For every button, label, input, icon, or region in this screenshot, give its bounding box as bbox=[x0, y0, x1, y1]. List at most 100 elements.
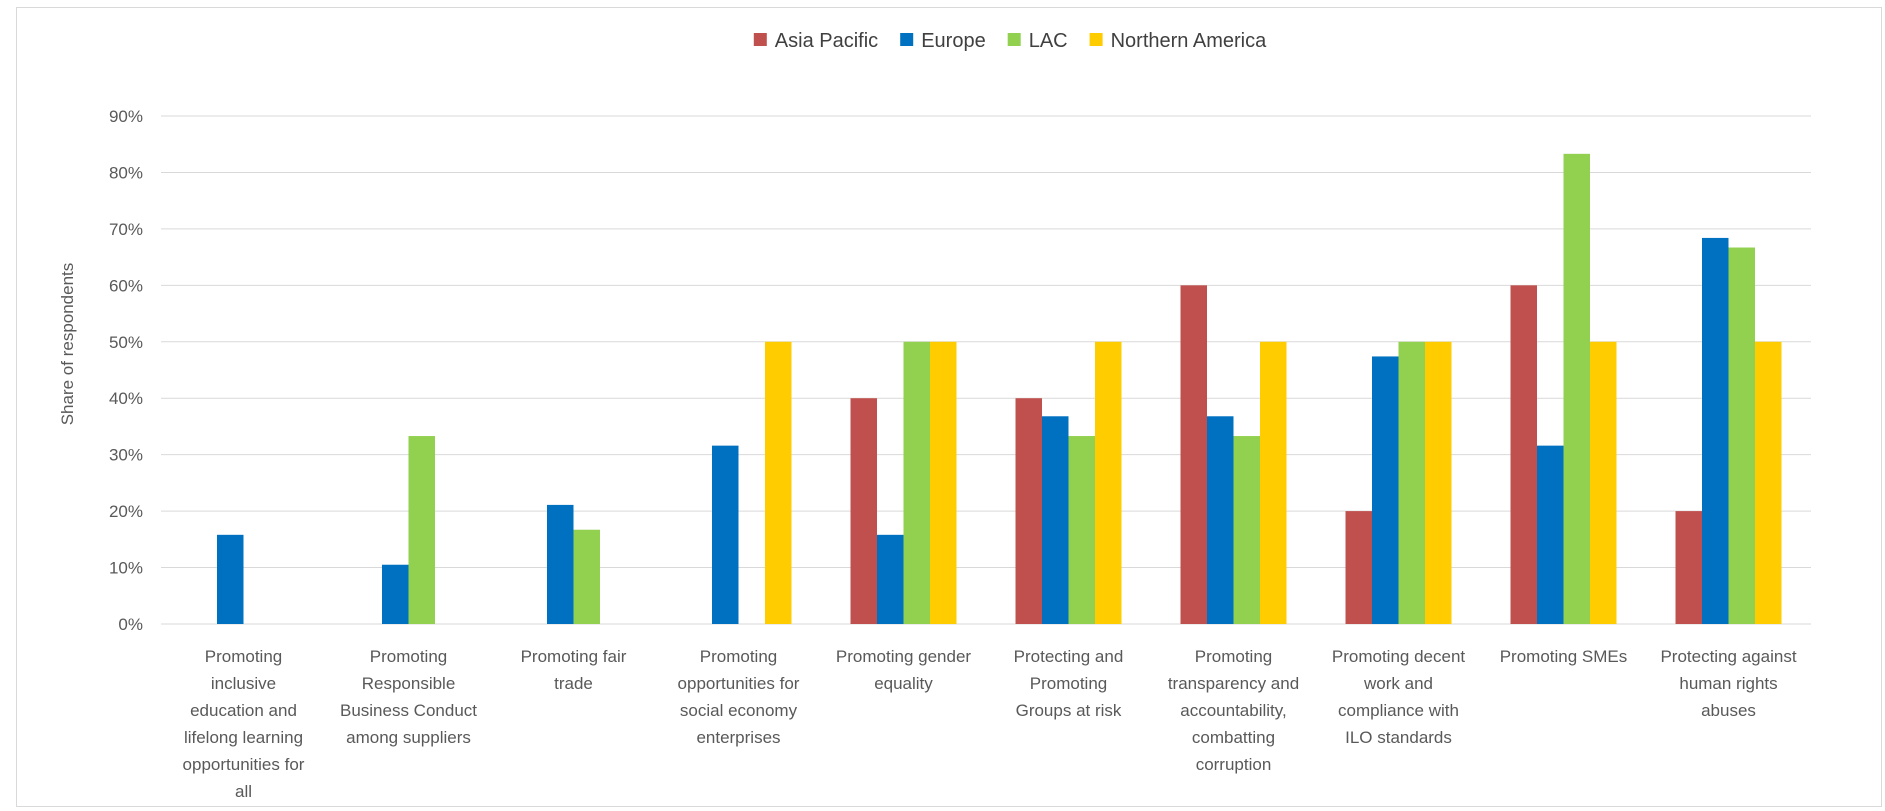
category-label-line: Groups at risk bbox=[1016, 701, 1122, 720]
category-label-line: Promoting bbox=[205, 647, 282, 666]
category-label-line: all bbox=[235, 782, 252, 801]
category-label-line: Promoting decent bbox=[1332, 647, 1466, 666]
legend-label: Asia Pacific bbox=[775, 30, 878, 52]
bar bbox=[1702, 237, 1729, 625]
category-label-line: enterprises bbox=[696, 728, 780, 747]
category-label-line: Promoting gender bbox=[836, 647, 971, 666]
bar bbox=[1042, 416, 1069, 624]
legend-item: Asia Pacific bbox=[753, 30, 878, 52]
legend-item: Northern America bbox=[1089, 30, 1267, 52]
category-label-line: inclusive bbox=[211, 674, 276, 693]
bars bbox=[217, 153, 1782, 625]
category-label-line: transparency and bbox=[1168, 674, 1299, 693]
bar bbox=[1015, 398, 1042, 624]
gridlines bbox=[161, 115, 1811, 625]
bar bbox=[1537, 445, 1564, 624]
bar bbox=[1510, 285, 1537, 624]
bar bbox=[1563, 153, 1590, 624]
bar bbox=[1372, 356, 1399, 624]
category-label-line: lifelong learning bbox=[184, 728, 303, 747]
category-label-line: Promoting bbox=[370, 647, 447, 666]
bar bbox=[573, 529, 600, 624]
category-label-line: social economy bbox=[680, 701, 798, 720]
category-label: Promoting fair trade bbox=[521, 647, 627, 693]
bar bbox=[1590, 341, 1617, 624]
y-tick-label: 40% bbox=[109, 389, 143, 408]
category-label-line: Promoting bbox=[1030, 674, 1107, 693]
category-label-line: trade bbox=[554, 674, 593, 693]
y-tick-label: 20% bbox=[109, 502, 143, 521]
category-label: Promoting SMEs bbox=[1500, 647, 1628, 666]
bar bbox=[408, 436, 435, 624]
category-label: Promoting decent work and compliance with I… bbox=[1332, 647, 1466, 747]
category-label-line: ILO standards bbox=[1345, 728, 1452, 747]
bar bbox=[1755, 341, 1782, 624]
y-tick-label: 50% bbox=[109, 333, 143, 352]
legend: Asia Pacific Europe LAC Northern America bbox=[753, 30, 1267, 52]
bar bbox=[1180, 285, 1207, 624]
legend-item: Europe bbox=[900, 30, 986, 52]
y-axis-title: Share of respondents bbox=[58, 263, 77, 426]
category-label: Promoting transparency and accountability,… bbox=[1168, 647, 1299, 774]
legend-label: Europe bbox=[921, 30, 986, 52]
category-label-line: corruption bbox=[1196, 755, 1272, 774]
category-label-line: Promoting SMEs bbox=[1500, 647, 1628, 666]
category-label-line: Business Conduct bbox=[340, 701, 477, 720]
category-label: Protecting against human rights abuses bbox=[1660, 647, 1796, 720]
category-label-line: Protecting and bbox=[1014, 647, 1124, 666]
category-label-line: Promoting bbox=[1195, 647, 1272, 666]
category-label-line: compliance with bbox=[1338, 701, 1459, 720]
category-label: Promoting inclusive education and lifelong … bbox=[183, 647, 305, 801]
bar bbox=[930, 341, 957, 624]
bar bbox=[1675, 511, 1702, 624]
category-label-line: Promoting bbox=[700, 647, 777, 666]
category-label-line: Promoting fair bbox=[521, 647, 627, 666]
y-tick-label: 80% bbox=[109, 163, 143, 182]
bar bbox=[1260, 341, 1287, 624]
category-label-line: combatting bbox=[1192, 728, 1275, 747]
chart-frame: 0% 10% 20% 30% 40% 50% 60% 70% 80% 90% Promoting i… bbox=[16, 7, 1882, 807]
bar bbox=[1398, 341, 1425, 624]
bar bbox=[547, 504, 574, 624]
bar bbox=[1095, 341, 1122, 624]
y-tick-label: 0% bbox=[118, 615, 143, 634]
bar bbox=[382, 564, 409, 624]
y-tick-label: 60% bbox=[109, 276, 143, 295]
bar bbox=[877, 534, 904, 624]
legend-item: LAC bbox=[1007, 30, 1068, 52]
category-label-line: education and bbox=[190, 701, 297, 720]
bar bbox=[1728, 247, 1755, 624]
bar bbox=[1207, 416, 1234, 624]
legend-swatch bbox=[753, 33, 767, 46]
category-label: Promoting gender equality bbox=[836, 647, 971, 693]
y-tick-label: 10% bbox=[109, 559, 143, 578]
category-label-line: abuses bbox=[1701, 701, 1756, 720]
category-label-line: Responsible bbox=[362, 674, 456, 693]
category-label-line: among suppliers bbox=[346, 728, 471, 747]
bar bbox=[1425, 341, 1452, 624]
legend-label: LAC bbox=[1029, 30, 1068, 52]
y-tick-label: 90% bbox=[109, 107, 143, 126]
category-labels: Promoting inclusive education and lifelong … bbox=[183, 647, 1797, 801]
bar bbox=[1233, 436, 1260, 624]
bar bbox=[903, 341, 930, 624]
legend-swatch bbox=[1007, 33, 1021, 46]
category-label: Protecting and Promoting Groups at risk bbox=[1014, 647, 1124, 720]
bar bbox=[765, 341, 792, 624]
legend-swatch bbox=[1089, 33, 1103, 46]
category-label-line: equality bbox=[874, 674, 933, 693]
category-label: Promoting Responsible Business Conduct amon… bbox=[340, 647, 477, 747]
bar-chart: 0% 10% 20% 30% 40% 50% 60% 70% 80% 90% Promoting i… bbox=[58, 30, 1811, 801]
category-label: Promoting opportunities for social economy… bbox=[678, 647, 800, 747]
category-label-line: opportunities for bbox=[183, 755, 305, 774]
y-tick-labels: 0% 10% 20% 30% 40% 50% 60% 70% 80% 90% bbox=[109, 107, 143, 634]
category-label-line: work and bbox=[1363, 674, 1433, 693]
bar bbox=[850, 398, 877, 624]
category-label-line: accountability, bbox=[1180, 701, 1286, 720]
legend-label: Northern America bbox=[1111, 30, 1267, 52]
y-tick-label: 70% bbox=[109, 220, 143, 239]
y-tick-label: 30% bbox=[109, 446, 143, 465]
legend-swatch bbox=[900, 33, 914, 46]
bar bbox=[217, 534, 244, 624]
category-label-line: Protecting against bbox=[1660, 647, 1796, 666]
